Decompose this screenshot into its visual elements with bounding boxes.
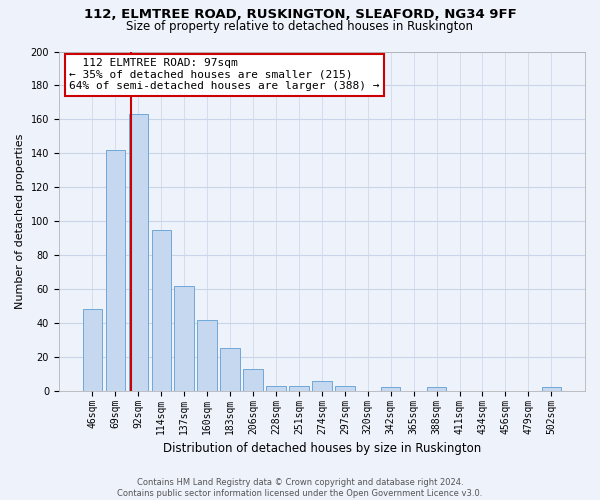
Bar <box>175 286 194 391</box>
Bar <box>381 388 400 391</box>
Y-axis label: Number of detached properties: Number of detached properties <box>15 134 25 309</box>
Text: Contains HM Land Registry data © Crown copyright and database right 2024.
Contai: Contains HM Land Registry data © Crown c… <box>118 478 482 498</box>
Bar <box>244 368 263 391</box>
Bar <box>197 320 217 391</box>
Bar <box>83 310 102 391</box>
Bar <box>289 386 308 391</box>
Bar <box>106 150 125 391</box>
Bar <box>312 380 332 391</box>
Text: Size of property relative to detached houses in Ruskington: Size of property relative to detached ho… <box>127 20 473 33</box>
Bar <box>266 386 286 391</box>
X-axis label: Distribution of detached houses by size in Ruskington: Distribution of detached houses by size … <box>163 442 481 455</box>
Text: 112, ELMTREE ROAD, RUSKINGTON, SLEAFORD, NG34 9FF: 112, ELMTREE ROAD, RUSKINGTON, SLEAFORD,… <box>83 8 517 20</box>
Text: 112 ELMTREE ROAD: 97sqm
← 35% of detached houses are smaller (215)
64% of semi-d: 112 ELMTREE ROAD: 97sqm ← 35% of detache… <box>70 58 380 92</box>
Bar <box>220 348 240 391</box>
Bar <box>427 388 446 391</box>
Bar <box>542 388 561 391</box>
Bar <box>335 386 355 391</box>
Bar <box>152 230 171 391</box>
Bar <box>128 114 148 391</box>
